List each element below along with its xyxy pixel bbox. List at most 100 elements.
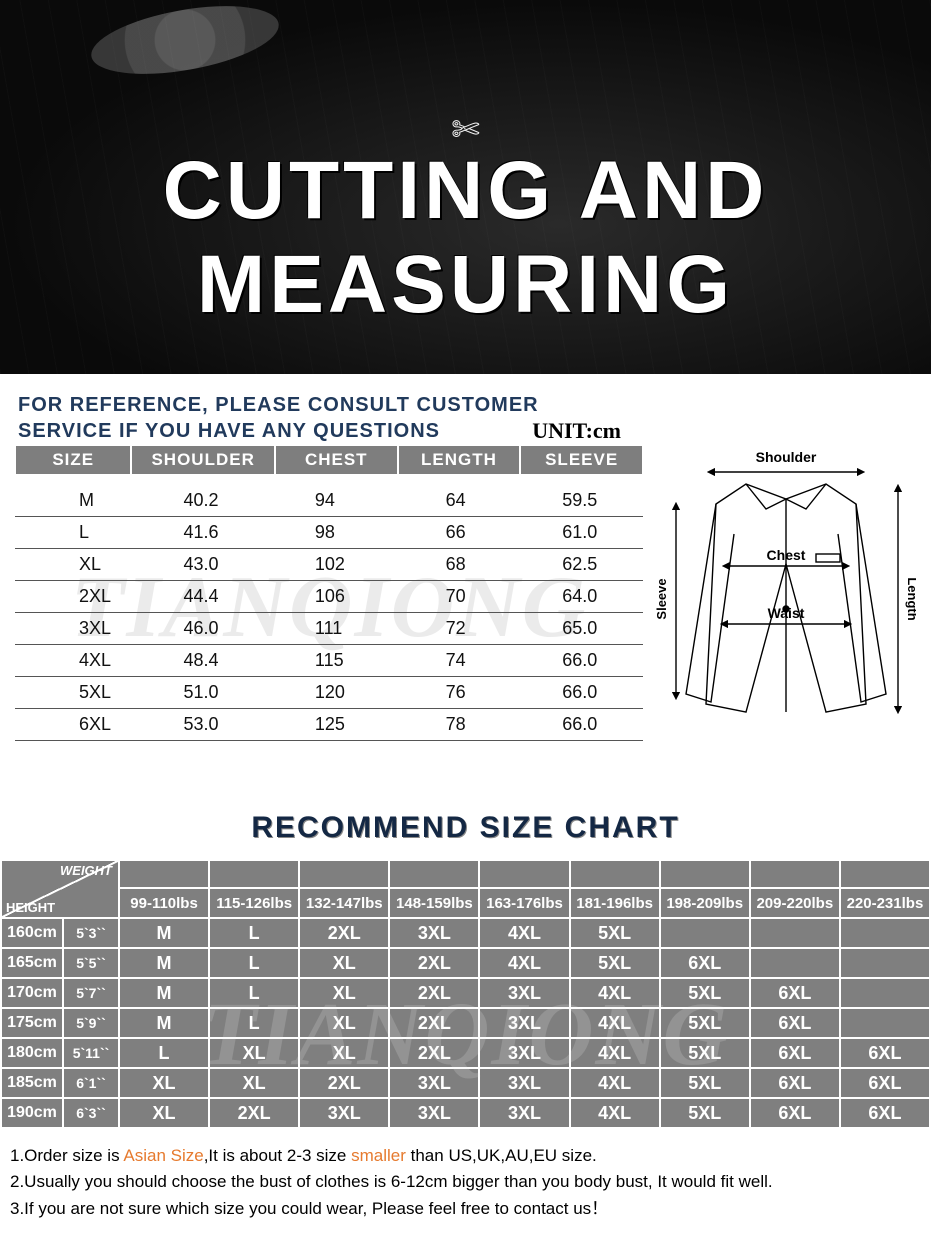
recommend-cell: 4XL [570,1038,660,1068]
recommend-height-cm: 180cm [1,1038,63,1068]
recommend-blank-head [570,860,660,888]
size-table-cell: 44.4 [131,581,274,613]
recommend-row: 175cm5`9``MLXL2XL3XL4XL5XL6XL [1,1008,930,1038]
recommend-cell: XL [299,1038,389,1068]
recommend-cell: M [119,918,209,948]
size-table-row: 4XL48.41157466.0 [15,645,643,677]
size-table-cell: 102 [275,549,398,581]
size-table-cell: 72 [398,613,521,645]
recommend-cell: 6XL [660,948,750,978]
recommend-cell: 2XL [389,1038,479,1068]
size-table-cell: 66 [398,517,521,549]
size-table-cell: L [15,517,131,549]
size-table-row: 5XL51.01207666.0 [15,677,643,709]
recommend-cell: 4XL [479,918,569,948]
recommend-blank-head [299,860,389,888]
size-table-cell: 98 [275,517,398,549]
recommend-cell: 6XL [750,1008,840,1038]
recommend-cell: L [209,918,299,948]
recommend-height-ft: 6`1`` [63,1068,119,1098]
recommend-blank-head [389,860,479,888]
recommend-cell: 3XL [479,1038,569,1068]
recommend-height-cm: 170cm [1,978,63,1008]
recommend-cell: 2XL [299,918,389,948]
recommend-cell [840,1008,930,1038]
diagram-shoulder-label: Shoulder [756,449,817,465]
recommend-weight-head: 99-110lbs [119,888,209,918]
recommend-weight-head: 198-209lbs [660,888,750,918]
size-table-cell: 65.0 [520,613,643,645]
reference-line2: SERVICE IF YOU HAVE ANY QUESTIONS [18,418,913,444]
size-table-cell: 66.0 [520,709,643,741]
hero-title: CUTTING AND MEASURING [0,144,931,332]
size-table-row: 3XL46.01117265.0 [15,613,643,645]
size-table-cell: 4XL [15,645,131,677]
recommend-cell [840,918,930,948]
recommend-weight-head: 209-220lbs [750,888,840,918]
recommend-cell: 5XL [660,978,750,1008]
recommend-cell: XL [209,1068,299,1098]
size-table-cell: 53.0 [131,709,274,741]
size-table-cell: 66.0 [520,677,643,709]
recommend-diag-cell: WEIGHTHEIGHT [1,860,119,918]
recommend-cell: 2XL [299,1068,389,1098]
recommend-cell: XL [299,978,389,1008]
size-table-cell: 78 [398,709,521,741]
recommend-cell: XL [299,1008,389,1038]
recommend-row: 180cm5`11``LXLXL2XL3XL4XL5XL6XL6XL [1,1038,930,1068]
recommend-weight-head: 148-159lbs [389,888,479,918]
recommend-height-cm: 190cm [1,1098,63,1128]
size-table: SIZESHOULDERCHESTLENGTHSLEEVE M40.294645… [14,444,644,741]
size-table-cell: 51.0 [131,677,274,709]
unit-label: UNIT:cm [532,418,621,444]
recommend-blank-head [479,860,569,888]
recommend-row: 160cm5`3``ML2XL3XL4XL5XL [1,918,930,948]
recommend-cell [840,978,930,1008]
size-table-header: SLEEVE [520,445,643,475]
recommend-height-cm: 165cm [1,948,63,978]
recommend-row: 165cm5`5``MLXL2XL4XL5XL6XL [1,948,930,978]
recommend-cell [750,948,840,978]
size-table-row: 2XL44.41067064.0 [15,581,643,613]
size-table-header: SIZE [15,445,131,475]
size-table-cell: 68 [398,549,521,581]
size-table-cell: 64.0 [520,581,643,613]
reference-block: FOR REFERENCE, PLEASE CONSULT CUSTOMER S… [0,374,931,444]
recommend-cell: M [119,978,209,1008]
recommend-cell: L [209,978,299,1008]
recommend-blank-head [750,860,840,888]
size-table-header: LENGTH [398,445,521,475]
recommend-cell: 4XL [479,948,569,978]
recommend-cell: 3XL [479,978,569,1008]
recommend-blank-head [209,860,299,888]
reference-line1: FOR REFERENCE, PLEASE CONSULT CUSTOMER [18,392,913,418]
size-table-cell: 41.6 [131,517,274,549]
size-table-cell: 70 [398,581,521,613]
recommend-cell: 4XL [570,978,660,1008]
tape-graphic [86,0,284,86]
recommend-cell: 2XL [389,978,479,1008]
recommend-cell: 5XL [660,1008,750,1038]
hero-banner: ✄ CUTTING AND MEASURING [0,0,931,374]
size-table-cell: 6XL [15,709,131,741]
recommend-cell: 2XL [389,948,479,978]
recommend-height-cm: 185cm [1,1068,63,1098]
size-table-cell: XL [15,549,131,581]
size-table-cell: 5XL [15,677,131,709]
recommend-cell: 4XL [570,1098,660,1128]
recommend-cell: 3XL [299,1098,389,1128]
recommend-blank-head [660,860,750,888]
recommend-cell [660,918,750,948]
recommend-cell: 5XL [570,918,660,948]
size-table-cell: 46.0 [131,613,274,645]
size-table-cell: 2XL [15,581,131,613]
size-table-cell: 3XL [15,613,131,645]
size-table-cell: 74 [398,645,521,677]
size-table-row: M40.2946459.5 [15,475,643,517]
recommend-cell: 5XL [570,948,660,978]
recommend-cell [750,918,840,948]
recommend-cell: 6XL [750,978,840,1008]
size-table-cell: 61.0 [520,517,643,549]
recommend-cell: 4XL [570,1008,660,1038]
recommend-height-ft: 5`7`` [63,978,119,1008]
